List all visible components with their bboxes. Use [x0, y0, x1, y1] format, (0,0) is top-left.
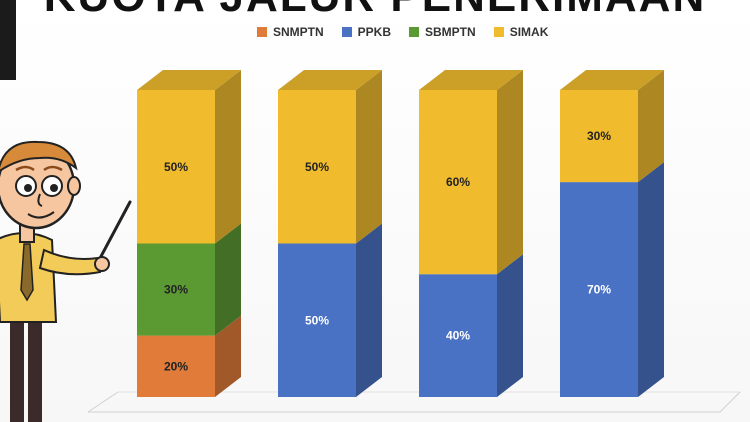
pointer-stick — [96, 200, 132, 264]
bar-front-face — [560, 90, 638, 183]
legend-item-ppkb: PPKB — [341, 25, 392, 39]
bar-segment-simak: 50% — [278, 70, 382, 244]
bar-segment-ppkb: 70% — [560, 162, 664, 397]
legend-swatch — [341, 27, 352, 37]
bar-front-face — [137, 335, 215, 397]
bar-side-face — [215, 315, 241, 397]
bars-layer: 20% 30% 50% 50% 50% 40% 60% 70% 30% — [137, 70, 664, 397]
data-label: 50% — [164, 160, 188, 174]
presenter-hair — [0, 140, 78, 172]
bar-front-face — [419, 90, 497, 275]
bar-side-face — [356, 70, 382, 244]
data-label: 50% — [305, 313, 329, 327]
bar-segment-simak: 30% — [560, 70, 664, 183]
presenter-right-pupil — [50, 184, 58, 192]
bar-top-face — [278, 70, 382, 90]
chart-legend: SNMPTN PPKB SBMPTN SIMAK — [257, 22, 548, 42]
left-edge-strip — [0, 0, 16, 80]
presenter-arm — [38, 248, 102, 276]
legend-label: SNMPTN — [273, 25, 324, 39]
presenter-illustration — [0, 140, 132, 422]
legend-item-sbmptn: SBMPTN — [409, 25, 476, 39]
bar-front-face — [278, 90, 356, 244]
bar-segment-ppkb: 50% — [278, 223, 382, 397]
legend-swatch — [493, 27, 504, 37]
bar-side-face — [497, 254, 523, 397]
bar-segment-sbmptn: 30% — [137, 223, 241, 336]
data-label: 70% — [587, 283, 611, 297]
presenter-tie — [20, 243, 34, 302]
legend-item-snmptn: SNMPTN — [257, 25, 324, 39]
data-label: 40% — [446, 329, 470, 343]
presenter-right-eyebrow — [43, 165, 63, 172]
bar-front-face — [560, 182, 638, 397]
presenter-right-leg — [28, 318, 42, 422]
legend-item-simak: SIMAK — [493, 25, 549, 39]
presenter-left-eyebrow — [15, 165, 35, 172]
bar-segment-ppkb: 40% — [419, 254, 523, 397]
data-label: 60% — [446, 175, 470, 189]
presenter-left-pupil — [24, 184, 32, 192]
floor-left-edge — [87, 391, 119, 413]
data-label: 30% — [164, 283, 188, 297]
legend-label: SIMAK — [509, 25, 549, 39]
bar-side-face — [356, 223, 382, 397]
legend-swatch — [409, 27, 420, 37]
page-title: KUOTA JALUR PENERIMAAN — [0, 0, 750, 22]
bar-front-face — [137, 90, 215, 244]
legend-label: SBMPTN — [425, 25, 476, 39]
presenter-mouth — [27, 211, 55, 219]
bar-front-face — [419, 274, 497, 397]
bar-side-face — [497, 70, 523, 275]
bar-side-face — [638, 162, 664, 397]
legend-label: PPKB — [357, 25, 392, 39]
bar-top-face — [560, 70, 664, 90]
bar-side-face — [215, 70, 241, 244]
presenter-nose — [37, 193, 43, 207]
bar-front-face — [137, 243, 215, 336]
data-label: 50% — [305, 160, 329, 174]
bar-top-face — [419, 70, 523, 90]
data-label: 30% — [587, 129, 611, 143]
data-label: 20% — [164, 359, 188, 373]
bar-top-face — [137, 70, 241, 90]
legend-swatch — [257, 27, 267, 37]
bar-front-face — [278, 243, 356, 397]
presenter-left-leg — [10, 318, 24, 422]
bar-side-face — [638, 70, 664, 183]
floor-right-edge — [719, 391, 741, 413]
bar-segment-snmptn: 20% — [137, 315, 241, 397]
presenter-ear — [67, 176, 81, 196]
bar-side-face — [215, 223, 241, 336]
bar-segment-simak: 50% — [137, 70, 241, 244]
presenter-hand — [94, 256, 110, 272]
bar-segment-simak: 60% — [419, 70, 523, 275]
